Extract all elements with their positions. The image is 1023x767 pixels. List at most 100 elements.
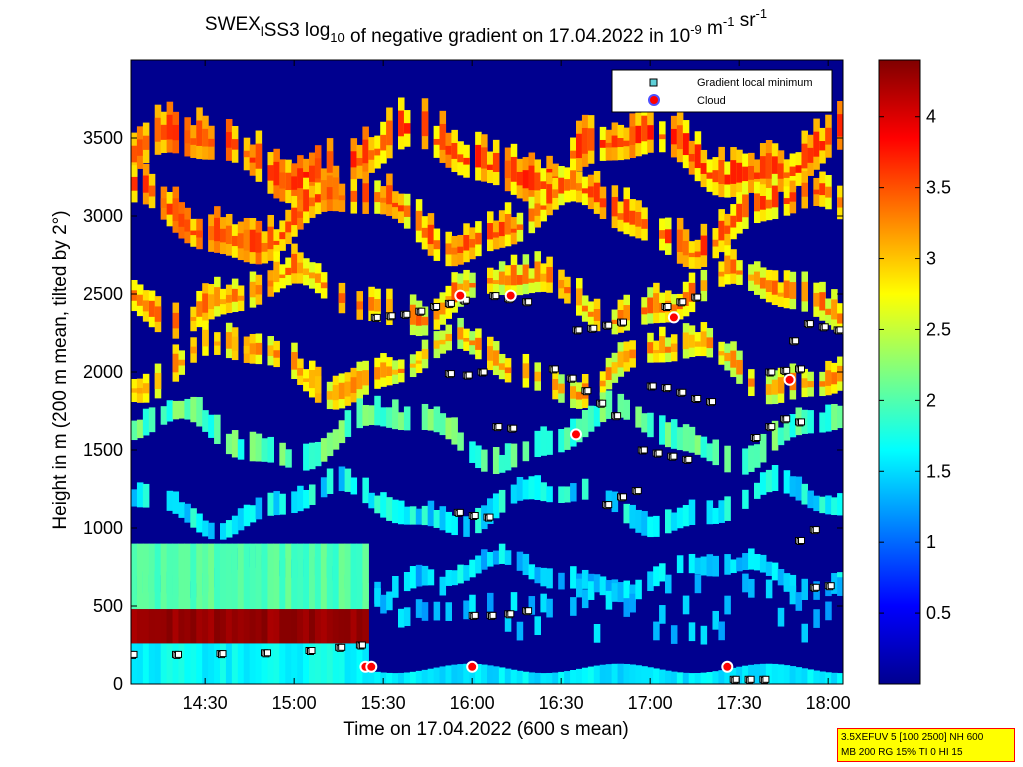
gradient-minimum-point [709, 398, 716, 406]
gradient-minimum-point [308, 647, 316, 654]
heat-cell [356, 609, 363, 644]
heat-cell [421, 316, 429, 326]
heat-cell [409, 671, 417, 684]
heat-cell [184, 398, 191, 420]
heat-cell [795, 667, 803, 684]
heat-cell [350, 543, 358, 610]
heat-cell [184, 543, 191, 610]
heat-cell [819, 183, 826, 196]
heat-cell [237, 508, 245, 531]
heat-cell [534, 261, 541, 282]
heat-cell [457, 246, 464, 253]
heat-cell [587, 581, 595, 600]
heat-cell [196, 643, 203, 684]
heat-cell [748, 548, 755, 570]
heat-cell [718, 271, 725, 277]
heat-cell [694, 251, 702, 258]
heat-cell [297, 543, 304, 610]
heat-cell [303, 443, 310, 471]
heat-cell [558, 383, 565, 394]
heat-cell [350, 377, 358, 394]
colorbar-tick-label: 3.5 [926, 178, 951, 198]
heat-cell [374, 148, 381, 156]
gradient-minimum-point [798, 418, 805, 426]
heat-cell [279, 643, 286, 684]
heat-cell [653, 293, 660, 313]
heat-cell [676, 555, 684, 574]
heat-cell [570, 386, 577, 399]
heat-cell [712, 507, 719, 524]
heat-cell [166, 643, 174, 684]
heat-cell [475, 337, 482, 350]
heat-cell [148, 609, 156, 644]
gradient-minimum-point [821, 323, 829, 331]
heat-cell [492, 350, 500, 366]
heat-cell [356, 158, 363, 166]
heat-cell [789, 574, 797, 595]
heat-cell [635, 406, 642, 428]
cloud-point [504, 289, 517, 302]
heat-cell [576, 133, 583, 159]
gradient-minimum-point [685, 455, 693, 463]
heat-cell [694, 341, 702, 347]
heat-cell [178, 213, 185, 227]
heat-cell [166, 490, 174, 511]
heat-cell [433, 601, 441, 621]
heat-cell [225, 609, 233, 644]
heat-cell [736, 270, 743, 275]
heat-cell [587, 666, 595, 684]
heat-cell [309, 197, 316, 207]
gradient-minimum-point [175, 650, 182, 658]
cloud-point [783, 373, 796, 386]
heat-cell [724, 445, 731, 473]
heat-cell [208, 643, 215, 684]
heat-cell [617, 351, 625, 368]
colorbar-tick-label: 3 [926, 249, 936, 269]
heat-cell [807, 490, 814, 509]
heat-cell [819, 292, 826, 311]
heat-cell [154, 643, 162, 684]
heat-cell [172, 400, 180, 420]
heat-cell [255, 143, 263, 169]
heat-cell [682, 332, 690, 350]
heat-cell [160, 543, 168, 610]
heat-cell [724, 669, 731, 684]
heat-cell [403, 205, 411, 217]
heat-cell [297, 168, 304, 189]
heat-cell [712, 239, 719, 247]
heat-cell [279, 232, 286, 240]
heat-cell [243, 150, 251, 158]
heat-cell [202, 128, 209, 147]
heat-cell [220, 523, 227, 540]
heat-cell [136, 139, 144, 156]
heat-cell [463, 337, 470, 342]
heat-cell [131, 145, 138, 163]
heat-cell [694, 557, 702, 575]
heat-cell [320, 543, 328, 610]
heat-cell [777, 568, 785, 586]
heat-cell [131, 388, 138, 393]
heat-cell [504, 613, 512, 632]
heat-cell [261, 643, 269, 684]
heat-cell [403, 607, 411, 627]
heat-cell [712, 610, 719, 630]
gradient-minimum-point [679, 388, 687, 396]
heat-cell [682, 672, 690, 684]
heat-cell [356, 371, 363, 390]
heat-cell [546, 672, 553, 684]
heat-cell [326, 643, 334, 684]
heat-cell [142, 383, 150, 394]
heat-cell [220, 228, 227, 243]
heat-cell [320, 282, 328, 289]
gradient-minimum-point [456, 508, 464, 516]
heat-cell [759, 472, 767, 495]
heat-cell [362, 477, 369, 504]
heat-cell [273, 261, 280, 283]
heat-cell [142, 175, 150, 193]
heat-cell [421, 111, 429, 137]
heat-cell [605, 367, 613, 381]
heat-cell [451, 417, 458, 445]
heat-cell [641, 413, 648, 433]
heat-cell [659, 134, 666, 140]
